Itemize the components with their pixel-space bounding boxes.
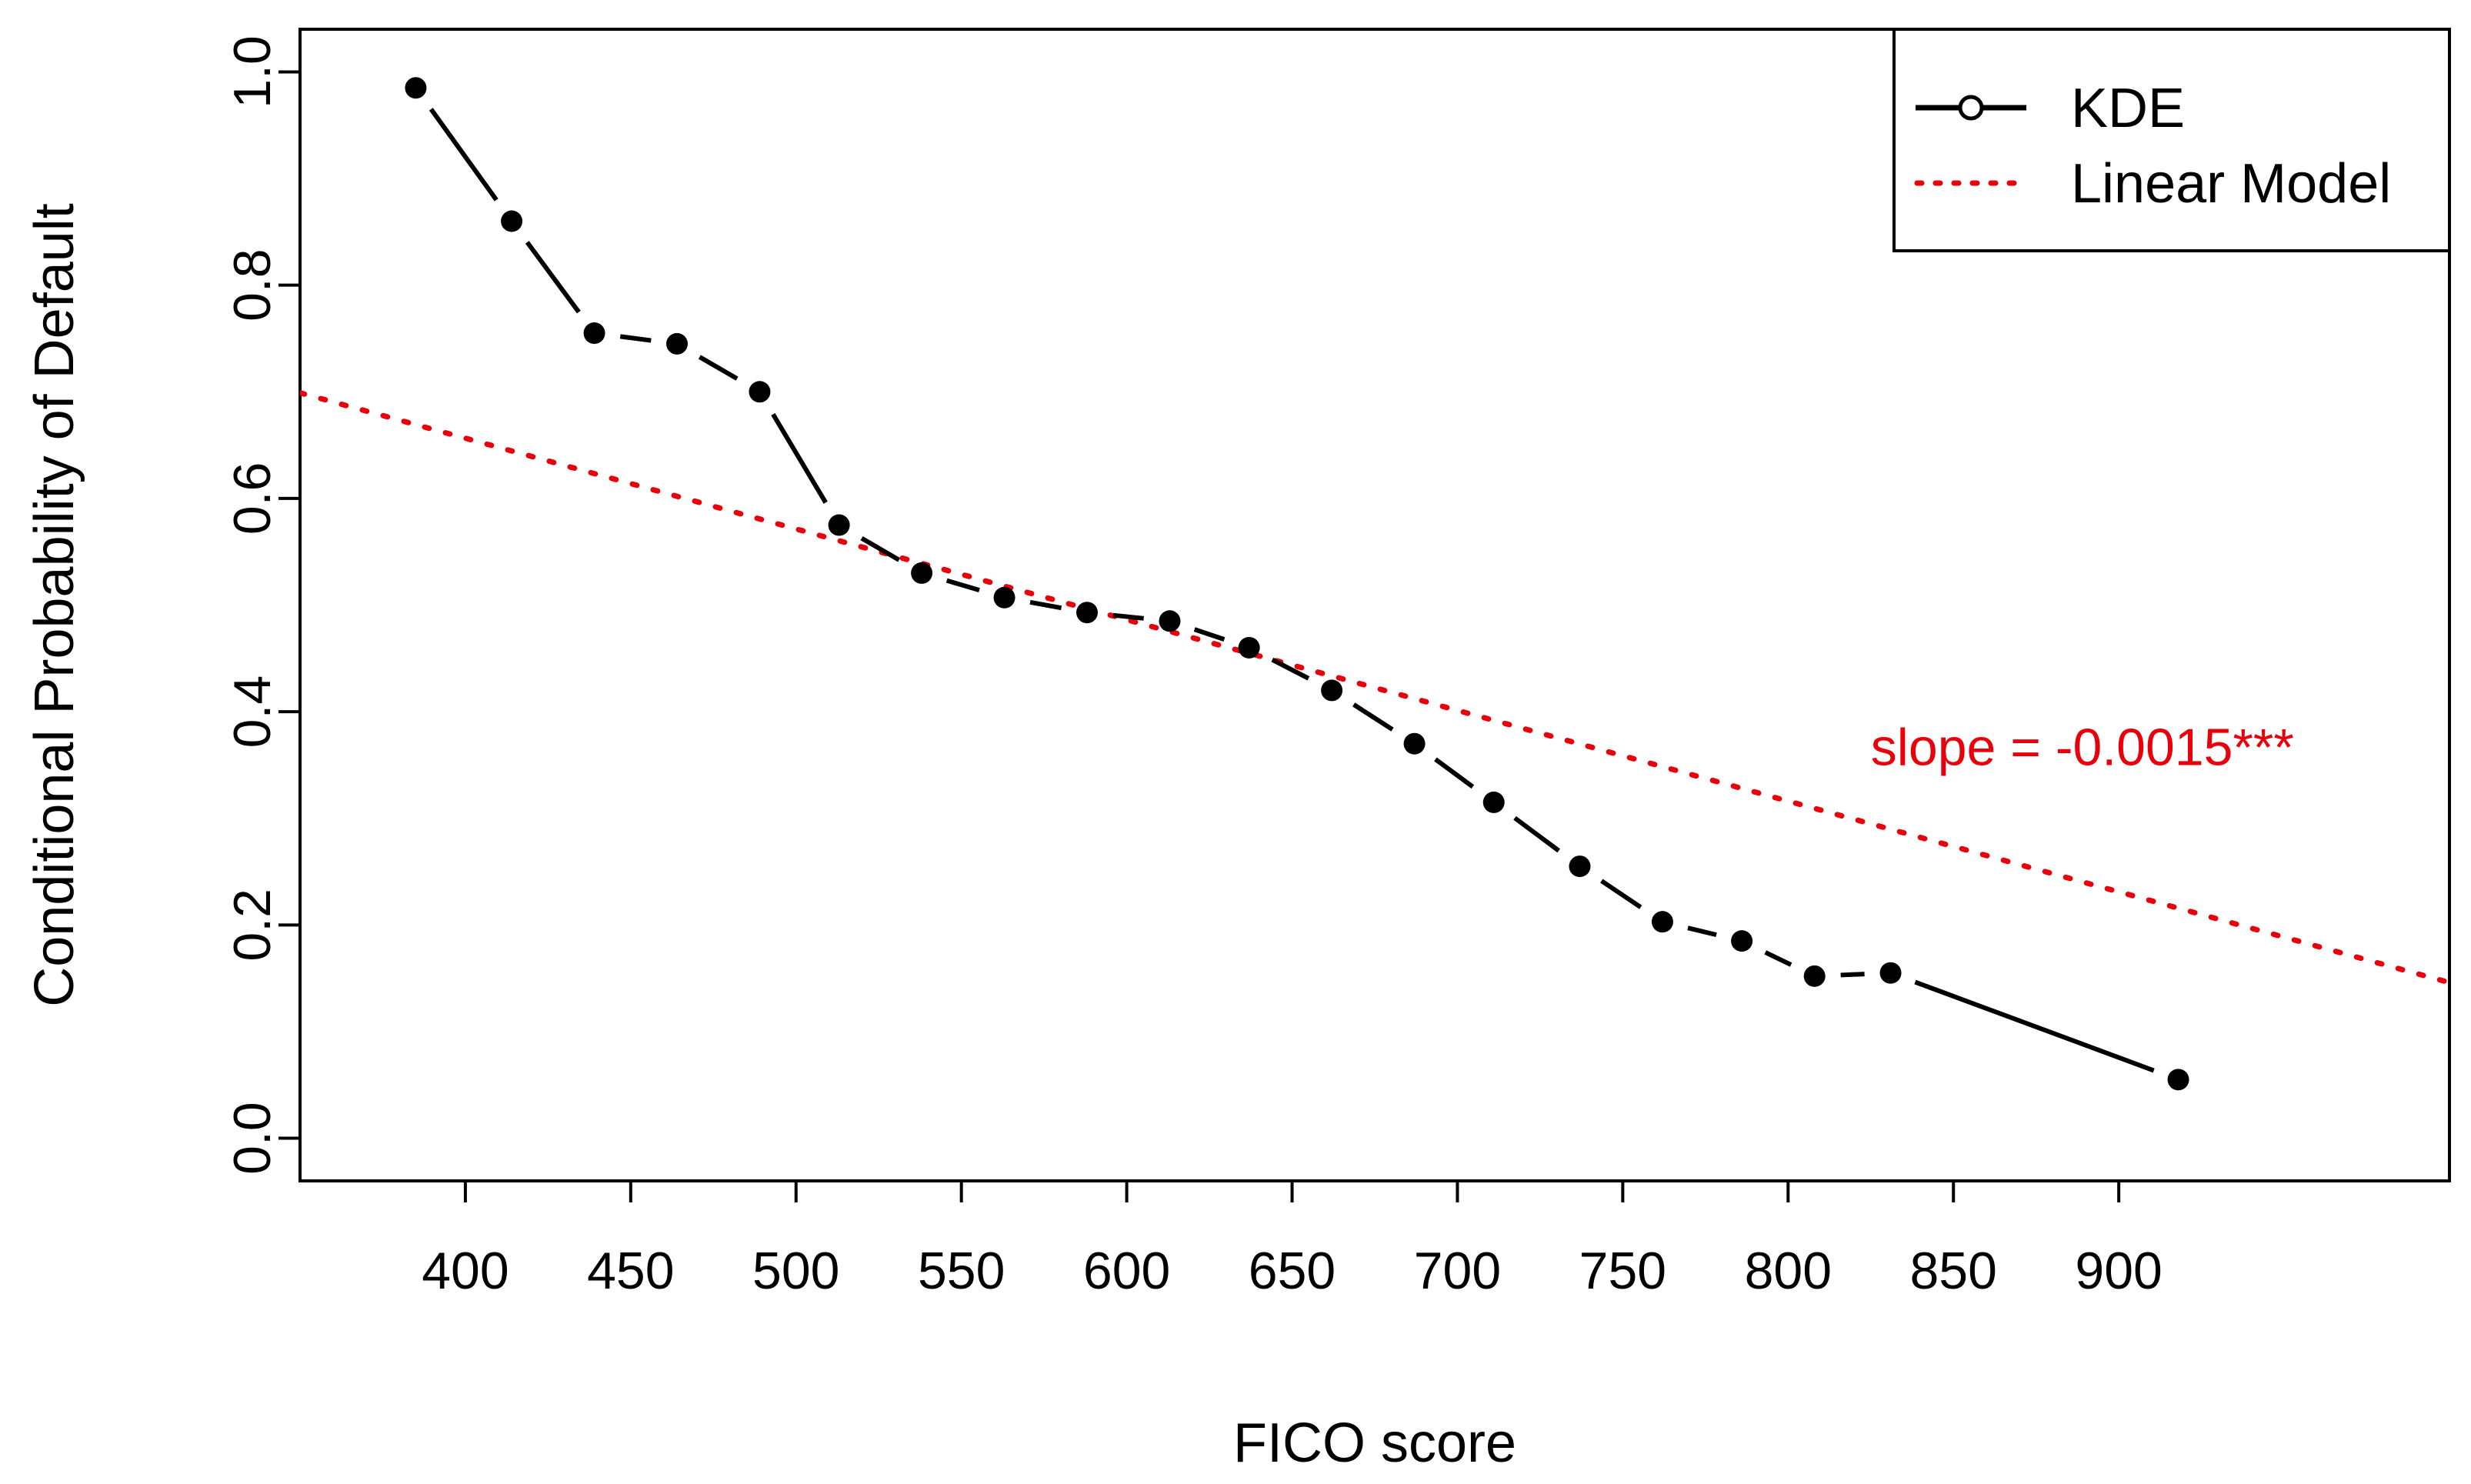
kde-point	[993, 586, 1015, 609]
y-tick-label: 0.4	[223, 675, 282, 749]
kde-line-segment	[1513, 815, 1561, 853]
kde-line-segment	[429, 108, 499, 202]
legend-box	[1892, 28, 2451, 252]
kde-line-segment	[771, 412, 828, 504]
y-tick-label: 0.8	[223, 248, 282, 322]
kde-line-segment	[945, 578, 980, 593]
kde-point	[583, 322, 605, 345]
x-tick-label: 450	[587, 1242, 674, 1300]
legend-kde-marker-icon	[1958, 95, 1984, 121]
x-tick-label: 550	[918, 1242, 1005, 1300]
kde-line-segment	[1112, 612, 1144, 621]
linear-model-line	[300, 390, 2449, 985]
kde-point	[1482, 791, 1505, 813]
kde-point	[1321, 679, 1343, 702]
kde-point	[1879, 962, 1902, 984]
y-tick-label: 0.2	[223, 889, 282, 962]
y-tick-label: 1.0	[223, 35, 282, 108]
kde-point	[828, 514, 850, 536]
kde-point	[1159, 610, 1181, 632]
y-axis-title: Conditional Probability of Default	[24, 203, 85, 1007]
kde-line-segment	[1271, 657, 1310, 681]
kde-point	[666, 332, 689, 355]
kde-point	[1651, 911, 1673, 933]
legend-linear-model-label: Linear Model	[2071, 153, 2391, 215]
x-axis: 400 450 500 550 600 650 700 750 800 850 900	[422, 1179, 2163, 1300]
kde-point	[501, 210, 523, 232]
y-axis: 0.0 0.2 0.4 0.6 0.8 1.0	[223, 35, 302, 1175]
series-linear-model	[300, 390, 2449, 985]
x-axis-title: FICO score	[1233, 1412, 1516, 1474]
kde-point	[749, 381, 771, 403]
y-tick-label: 0.6	[223, 462, 282, 535]
kde-point	[1238, 636, 1260, 659]
kde-line-segment	[619, 334, 652, 343]
x-tick-label: 800	[1745, 1242, 1832, 1300]
kde-point	[911, 562, 933, 584]
kde-line-segment	[1764, 950, 1792, 967]
kde-line-segment	[1840, 972, 1865, 978]
kde-line-segment	[1193, 627, 1225, 642]
x-tick-label: 700	[1414, 1242, 1501, 1300]
kde-point	[1403, 732, 1426, 755]
kde-line-segment	[698, 355, 739, 381]
kde-line-segment	[1914, 979, 2155, 1073]
x-tick-label: 850	[1909, 1242, 1996, 1300]
x-tick-label: 400	[422, 1242, 509, 1300]
x-tick-label: 900	[2075, 1242, 2162, 1300]
x-tick-label: 500	[752, 1242, 839, 1300]
kde-point	[1569, 855, 1591, 878]
legend: KDE Linear Model	[1892, 28, 2451, 252]
kde-point	[1803, 965, 1826, 987]
kde-line-segment	[1600, 879, 1642, 909]
x-tick-label: 750	[1579, 1242, 1666, 1300]
series-kde	[405, 77, 2189, 1091]
kde-line-segment	[1687, 925, 1717, 938]
kde-line-segment	[525, 241, 581, 314]
kde-line-segment	[860, 536, 901, 562]
kde-point	[2167, 1069, 2189, 1091]
kde-line-segment	[1352, 702, 1394, 732]
kde-line-segment	[1029, 599, 1062, 611]
kde-point	[1731, 930, 1753, 952]
x-tick-label: 600	[1083, 1242, 1170, 1300]
x-tick-label: 650	[1249, 1242, 1336, 1300]
kde-line-segment	[1434, 757, 1475, 789]
legend-kde-label: KDE	[2071, 78, 2185, 139]
kde-point	[405, 77, 427, 99]
slope-annotation: slope = -0.0015***	[1871, 718, 2294, 776]
kde-point	[1076, 602, 1099, 624]
y-tick-label: 0.0	[223, 1102, 282, 1175]
